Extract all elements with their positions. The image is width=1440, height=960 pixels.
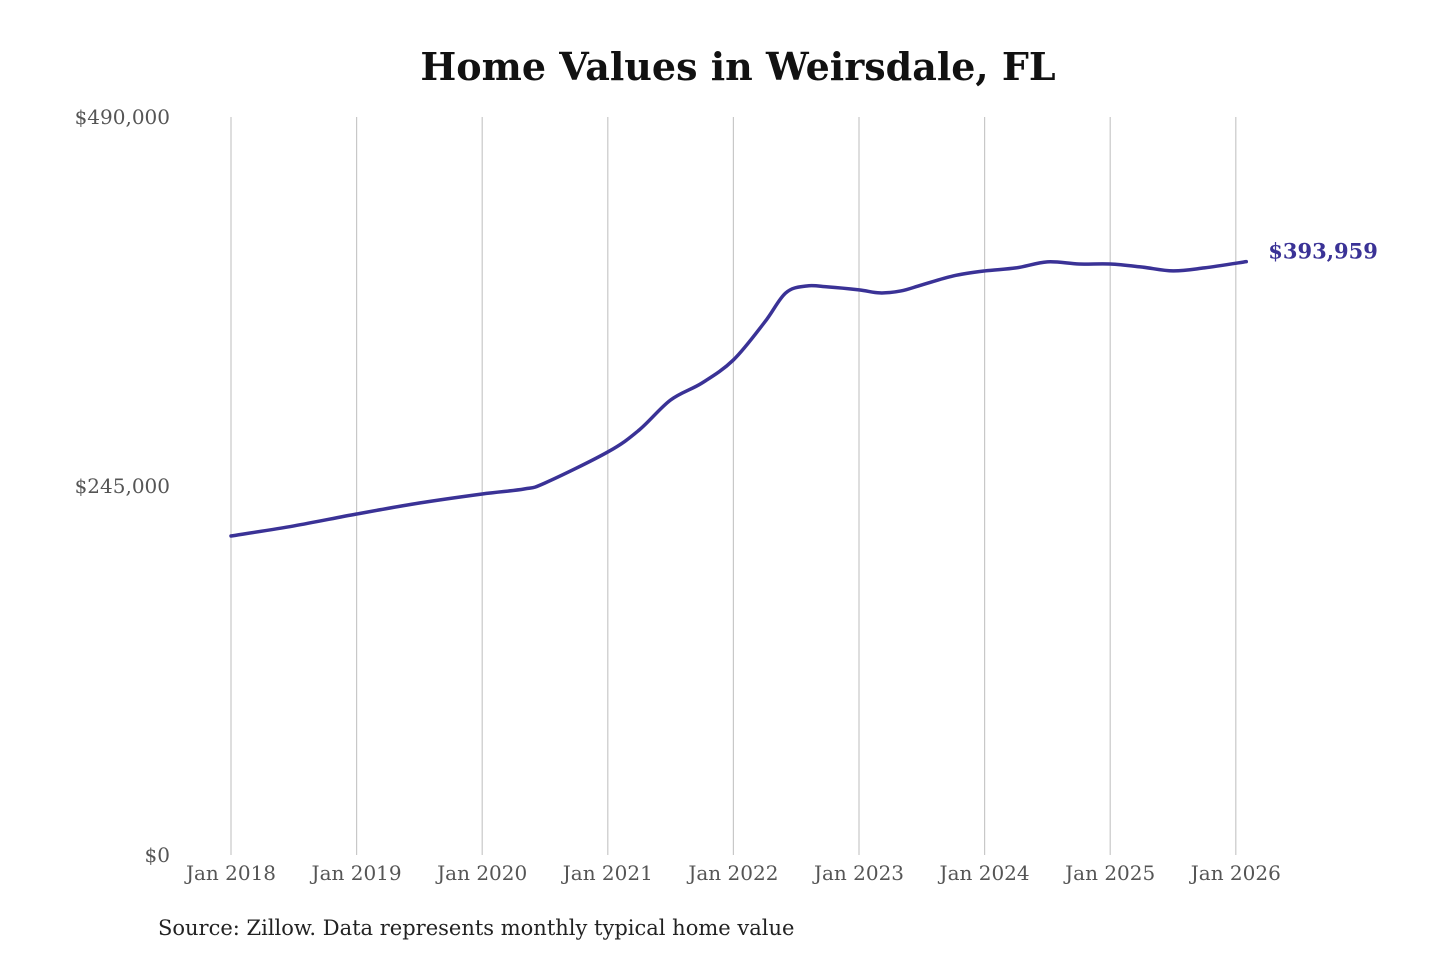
x-tick-label: Jan 2026: [1189, 861, 1281, 885]
x-tick-label: Jan 2023: [812, 861, 904, 885]
chart-title: Home Values in Weirsdale, FL: [420, 44, 1056, 89]
y-tick-label: $490,000: [75, 105, 170, 129]
x-tick-label: Jan 2021: [561, 861, 653, 885]
y-tick-label: $245,000: [75, 474, 170, 498]
series-line: [229, 259, 1249, 538]
x-tick-label: Jan 2019: [310, 861, 402, 885]
x-tick-label: Jan 2025: [1063, 861, 1155, 885]
y-tick-label: $0: [145, 843, 170, 867]
x-tick-label: Jan 2018: [184, 861, 276, 885]
x-tick-label: Jan 2022: [686, 861, 778, 885]
source-note: Source: Zillow. Data represents monthly …: [158, 916, 795, 940]
x-tick-label: Jan 2024: [938, 861, 1030, 885]
end-value-label: $393,959: [1268, 239, 1378, 264]
x-tick-label: Jan 2020: [435, 861, 527, 885]
